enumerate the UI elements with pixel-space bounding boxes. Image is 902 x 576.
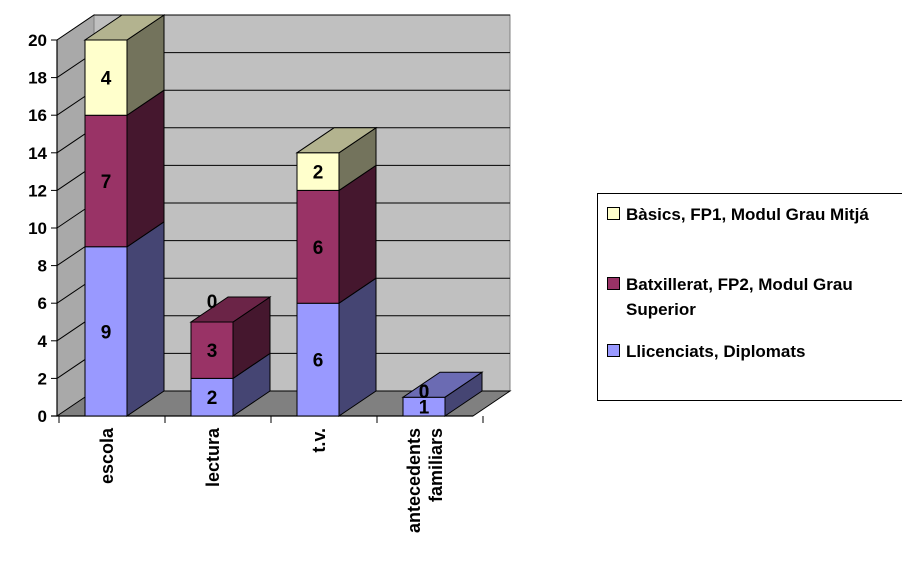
- legend-label: Llicenciats, Diplomats: [626, 342, 806, 361]
- data-label-batxillerat-fp2-modul-grau-superior-antecedents-familiars: 0: [419, 382, 430, 403]
- legend-swatch: [607, 277, 620, 290]
- bar-side-batxillerat-fp2-modul-grau-superior-escola: [126, 89, 165, 248]
- data-label-basics-fp1-modul-grau-mitja-t-v: 2: [313, 163, 324, 184]
- data-label-basics-fp1-modul-grau-mitja-antecedents-familiars: 0: [419, 382, 430, 403]
- category-label-familiars: familiars: [426, 428, 446, 502]
- y-tick-label: 2: [38, 369, 47, 388]
- legend: Bàsics, FP1, Modul Grau Mitjá Batxillerat…: [597, 193, 902, 401]
- data-label-basics-fp1-modul-grau-mitja-escola: 4: [101, 69, 112, 90]
- bar-top-antecedents-familiars: [401, 371, 484, 398]
- legend-label: Batxillerat, FP2, Modul Grau Superior: [626, 275, 853, 319]
- category-label-antecedents: antecedents: [404, 428, 424, 533]
- bar-top-t-v: [295, 127, 378, 154]
- data-label-llicenciats-diplomats-lectura: 2: [207, 388, 218, 409]
- bar-side-llicenciats-diplomats-escola: [126, 220, 165, 417]
- bars: [83, 14, 484, 417]
- y-tick-label: 16: [28, 106, 47, 125]
- legend-swatch: [607, 344, 620, 357]
- y-tick-label: 8: [38, 257, 47, 276]
- gridline: [56, 14, 510, 41]
- y-tick-label: 10: [28, 219, 47, 238]
- data-label-batxillerat-fp2-modul-grau-superior-t-v: 6: [313, 238, 324, 259]
- data-label-batxillerat-fp2-modul-grau-superior-escola: 7: [101, 172, 112, 193]
- y-tick-label: 14: [28, 144, 47, 163]
- legend-item-batxillerat-fp2-modul-grau-superior: Batxillerat, FP2, Modul Grau Superior: [607, 272, 902, 322]
- y-tick-label: 20: [28, 31, 47, 50]
- category-label-lectura: lectura: [203, 427, 223, 487]
- data-label-basics-fp1-modul-grau-mitja-lectura: 0: [207, 292, 218, 313]
- data-label-batxillerat-fp2-modul-grau-superior-lectura: 3: [207, 341, 218, 362]
- y-tick-label: 4: [38, 332, 48, 351]
- category-label-t-v: t.v.: [309, 428, 329, 453]
- data-label-llicenciats-diplomats-t-v: 6: [313, 351, 324, 372]
- legend-swatch: [607, 207, 620, 220]
- bar-top-escola: [83, 14, 166, 41]
- legend-label: Bàsics, FP1, Modul Grau Mitjá: [626, 205, 869, 224]
- category-label-escola: escola: [97, 427, 117, 484]
- y-tick-label: 12: [28, 181, 47, 200]
- y-tick-label: 0: [38, 407, 47, 426]
- bar-top-lectura: [189, 296, 272, 323]
- data-label-llicenciats-diplomats-escola: 9: [101, 322, 112, 343]
- y-tick-label: 6: [38, 294, 47, 313]
- data-label-llicenciats-diplomats-antecedents-familiars: 1: [419, 398, 430, 419]
- legend-item-basics-fp1-modul-grau-mitja: Bàsics, FP1, Modul Grau Mitjá: [607, 202, 902, 227]
- legend-item-llicenciats-diplomats: Llicenciats, Diplomats: [607, 339, 902, 364]
- y-tick-label: 18: [28, 69, 47, 88]
